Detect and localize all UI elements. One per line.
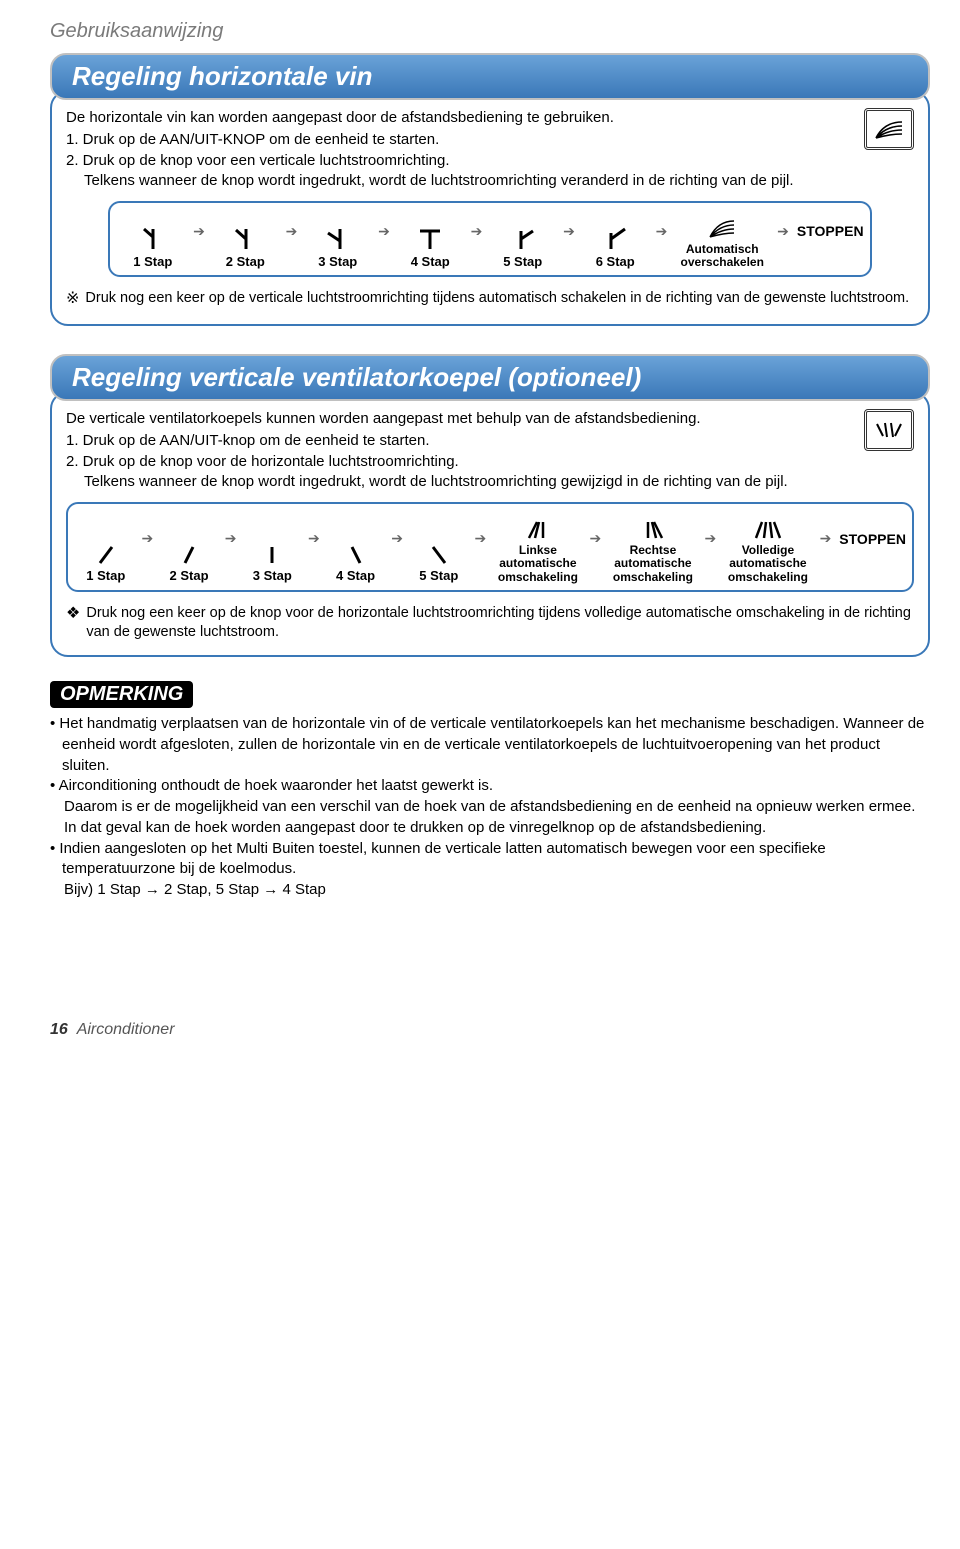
step-col: 4 Stap [394,223,467,269]
section2-title: Regeling verticale ventilatorkoepel (opt… [50,354,930,401]
s2-note-text: Druk nog een keer op de knop voor de hor… [86,604,914,642]
step-col-left-auto: Linkseautomatischeomschakeling [490,512,585,584]
arrow-right-icon: ➔ [656,223,668,258]
step-col: 3 Stap [301,223,374,269]
arrow-right-icon: ➔ [563,223,575,258]
s1-steps-box: 1 Stap ➔ 2 Stap ➔ 3 Stap ➔ 4 Stap ➔ 5 St… [108,201,871,277]
step-label: 2 Stap [170,568,209,583]
arrow-right-icon: ➔ [308,530,320,565]
step-col-auto: Automatischoverschakelen [671,211,773,269]
s2-step1: 1. Druk op de AAN/UIT-knop om de eenheid… [66,431,914,451]
f1: Volledige [742,543,794,557]
opm-b1: • Het handmatig verplaatsen van de horiz… [50,714,930,776]
opm-b2a: Daarom is er de mogelijkheid van een ver… [50,797,930,818]
s2-intro: De verticale ventilatorkoepels kunnen wo… [66,409,914,429]
opmerking-body: • Het handmatig verplaatsen van de horiz… [50,714,930,900]
step-label: 4 Stap [411,254,450,269]
l3: omschakeling [498,570,578,584]
page-footer: 16 Airconditioner [50,1021,930,1039]
s1-step1: 1. Druk op de AAN/UIT-KNOP om de eenheid… [66,130,914,150]
r2: automatische [614,556,691,570]
arrow-right-icon: ➔ [590,530,602,565]
step-label: 3 Stap [253,568,292,583]
step-col: 1 Stap [74,537,138,583]
f3: omschakeling [728,570,808,584]
arrow-right-icon: ➔ [193,223,205,258]
r3: omschakeling [613,570,693,584]
step-col: 3 Stap [241,537,305,583]
step-col-full-auto: Volledigeautomatischeomschakeling [720,512,815,584]
step-col: 2 Stap [209,223,282,269]
opm-b2: • Airconditioning onthoudt de hoek waaro… [50,776,930,797]
s1-note-text: Druk nog een keer op de verticale luchts… [85,289,909,310]
s2-note: ❖ Druk nog een keer op de knop voor de h… [66,604,914,642]
s1-note: ※ Druk nog een keer op de verticale luch… [66,289,914,310]
auto-label2: overschakelen [681,255,764,269]
arrow-right-icon: ➔ [391,530,403,565]
step-label: 4 Stap [336,568,375,583]
arrow-right-icon: ➔ [378,223,390,258]
step-col: 2 Stap [157,537,221,583]
s1-step2sub: Telkens wanneer de knop wordt ingedrukt,… [66,171,914,191]
r1: Rechtse [630,543,677,557]
opmerking-label: OPMERKING [50,681,193,708]
arrow-right-icon: ➔ [820,530,832,565]
step-col-right-auto: Rechtseautomatischeomschakeling [605,512,700,584]
arrow-right-icon: ➔ [225,530,237,565]
s2-steps-box: 1 Stap ➔ 2 Stap ➔ 3 Stap ➔ 4 Stap ➔ 5 St… [66,502,914,592]
footer-label: Airconditioner [77,1021,175,1038]
step-label: 5 Stap [419,568,458,583]
section2-panel: De verticale ventilatorkoepels kunnen wo… [50,391,930,657]
s1-step2: 2. Druk op de knop voor een verticale lu… [66,151,914,171]
l2: automatische [499,556,576,570]
step-col: 4 Stap [324,537,388,583]
s1-intro: De horizontale vin kan worden aangepast … [66,108,914,128]
arrow-right-icon: ➔ [777,223,789,258]
page-number: 16 [50,1021,68,1038]
s2-step2sub: Telkens wanneer de knop wordt ingedrukt,… [66,472,914,492]
s2-step2: 2. Druk op de knop voor de horizontale l… [66,452,914,472]
f2: automatische [729,556,806,570]
step-label: 1 Stap [86,568,125,583]
step-col: 5 Stap [486,223,559,269]
l1: Linkse [519,543,557,557]
opm-b3: • Indien aangesloten op het Multi Buiten… [50,839,930,880]
arrow-right-icon: ➔ [471,223,483,258]
step-label: 2 Stap [226,254,265,269]
louver-icon [864,409,914,451]
step-label: 6 Stap [596,254,635,269]
opm-b2b: In dat geval kan de hoek worden aangepas… [50,818,930,839]
step-label: 1 Stap [133,254,172,269]
note-marker-icon: ❖ [66,604,80,642]
arrow-right-icon: ➔ [286,223,298,258]
arrow-right-icon: ➔ [142,530,154,565]
section1-title: Regeling horizontale vin [50,53,930,100]
note-marker-icon: ※ [66,289,79,310]
opm-b3a: Bijv) 1 Stap → 2 Stap, 5 Stap → 4 Stap [50,880,930,901]
stop-label: STOPPEN [793,223,864,257]
arrow-right-icon: ➔ [705,530,717,565]
arrow-right-icon: ➔ [475,530,487,565]
step-col: 6 Stap [579,223,652,269]
stop-label: STOPPEN [835,531,906,565]
step-label: 5 Stap [503,254,542,269]
auto-label1: Automatisch [686,242,759,256]
step-col: 1 Stap [116,223,189,269]
step-col: 5 Stap [407,537,471,583]
step-label: 3 Stap [318,254,357,269]
section1-panel: De horizontale vin kan worden aangepast … [50,90,930,326]
swing-icon [864,108,914,150]
page-header: Gebruiksaanwijzing [50,20,930,43]
